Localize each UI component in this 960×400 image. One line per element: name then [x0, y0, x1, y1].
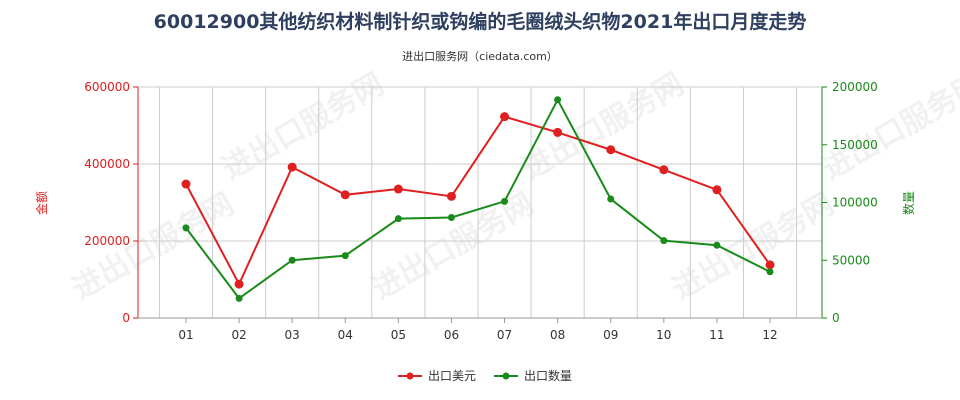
x-tick-label: 01	[178, 328, 193, 342]
legend-swatch-marker	[502, 372, 510, 380]
watermark-text: 进出口服务网	[217, 67, 390, 187]
grid-lines	[138, 86, 822, 319]
legend-label: 出口美元	[428, 369, 476, 383]
series-1-point	[287, 162, 297, 172]
series-1-point	[181, 179, 191, 189]
series-2-point	[394, 215, 402, 223]
series-2-point	[607, 195, 615, 203]
watermark-text: 进出口服务网	[367, 187, 540, 307]
series-1-point	[500, 112, 510, 122]
series-2-point	[766, 268, 774, 276]
y-left-axis-label: 金额	[34, 191, 49, 215]
x-tick-label: 05	[391, 328, 406, 342]
series-2-point	[341, 252, 349, 260]
series-2-point	[501, 197, 509, 205]
y-left-tick-label: 600000	[84, 80, 130, 94]
series-1-point	[765, 260, 775, 270]
x-tick-label: 03	[285, 328, 300, 342]
series-1-point	[446, 191, 456, 201]
axes: 0 200000 400000 600000 0 50000 100000 150000 200…	[84, 80, 878, 342]
y-left-tick-label: 400000	[84, 157, 130, 171]
series-1-point	[553, 127, 563, 137]
series-1-point	[340, 190, 350, 200]
series-line-2	[185, 97, 771, 300]
series-1-point	[234, 279, 244, 289]
y-right-tick-label: 0	[832, 311, 840, 325]
legend-swatch-marker	[406, 372, 414, 380]
y-right-tick-label: 50000	[832, 253, 870, 267]
y-right-axis-label: 数量	[901, 191, 916, 215]
legend-label: 出口数量	[524, 368, 572, 383]
x-tick-label: 09	[603, 328, 618, 342]
x-tick-label: 12	[762, 328, 777, 342]
x-tick-label: 07	[497, 328, 512, 342]
series-1-point	[712, 185, 722, 195]
series-line-1	[185, 115, 771, 287]
chart-subtitle: 进出口服务网（ciedata.com）	[402, 49, 558, 63]
series-1-point	[393, 184, 403, 194]
series-1-point	[659, 165, 669, 175]
y-right-tick-label: 100000	[832, 196, 878, 210]
watermark-text: 进出口服务网	[667, 187, 840, 307]
y-left-tick-label: 200000	[84, 234, 130, 248]
chart-title: 60012900其他纺织材料制针织或钩编的毛圈绒头织物2021年出口月度走势	[154, 10, 807, 33]
series-layer	[181, 96, 775, 302]
series-2-point	[235, 294, 243, 302]
series-2-point	[447, 214, 455, 222]
x-tick-label: 08	[550, 328, 565, 342]
series-2-point	[554, 96, 562, 104]
x-tick-label: 11	[709, 328, 724, 342]
x-tick-label: 06	[444, 328, 459, 342]
series-2-point	[713, 241, 721, 249]
y-right-tick-label: 150000	[832, 138, 878, 152]
x-tick-label: 10	[656, 328, 671, 342]
series-2-point	[660, 237, 668, 245]
x-tick-label: 02	[231, 328, 246, 342]
series-2-point	[288, 256, 296, 264]
legend: 出口美元 出口数量	[398, 368, 572, 383]
y-right-tick-label: 200000	[832, 80, 878, 94]
y-left-tick-label: 0	[122, 311, 130, 325]
series-2-point	[182, 224, 190, 232]
series-1-point	[606, 145, 616, 155]
x-tick-label: 04	[338, 328, 353, 342]
